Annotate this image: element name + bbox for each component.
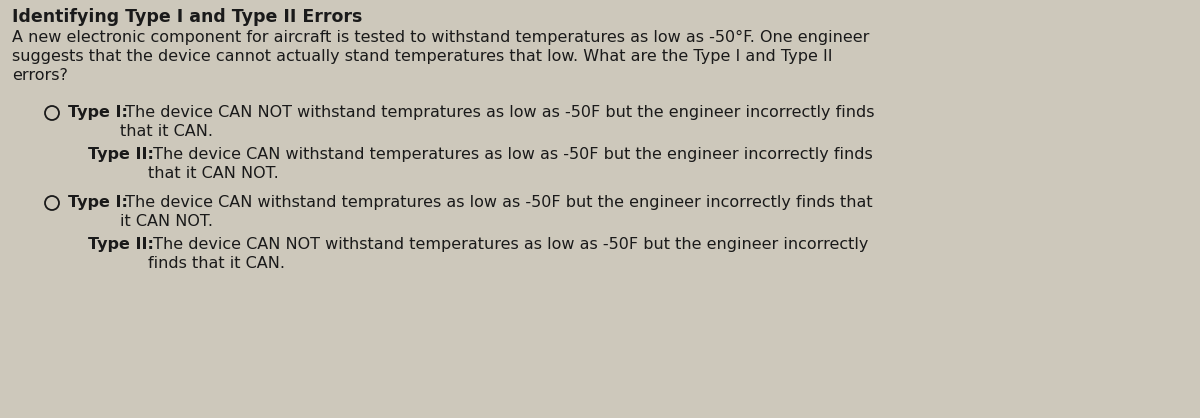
Text: errors?: errors?: [12, 68, 68, 83]
Text: A new electronic component for aircraft is tested to withstand temperatures as l: A new electronic component for aircraft …: [12, 30, 869, 45]
Text: Type I:: Type I:: [68, 105, 128, 120]
Text: The device CAN withstand temperatures as low as -50F but the engineer incorrectl: The device CAN withstand temperatures as…: [148, 147, 872, 162]
Text: finds that it CAN.: finds that it CAN.: [148, 256, 286, 271]
Text: Type II:: Type II:: [88, 147, 154, 162]
Text: Identifying Type I and Type II Errors: Identifying Type I and Type II Errors: [12, 8, 362, 26]
Text: it CAN NOT.: it CAN NOT.: [120, 214, 214, 229]
Text: The device CAN NOT withstand tempratures as low as -50F but the engineer incorre: The device CAN NOT withstand tempratures…: [120, 105, 875, 120]
Text: The device CAN NOT withstand temperatures as low as -50F but the engineer incorr: The device CAN NOT withstand temperature…: [148, 237, 869, 252]
Text: that it CAN NOT.: that it CAN NOT.: [148, 166, 278, 181]
Text: Type II:: Type II:: [88, 237, 154, 252]
Text: The device CAN withstand tempratures as low as -50F but the engineer incorrectly: The device CAN withstand tempratures as …: [120, 195, 872, 210]
Text: suggests that the device cannot actually stand temperatures that low. What are t: suggests that the device cannot actually…: [12, 49, 833, 64]
Text: that it CAN.: that it CAN.: [120, 124, 214, 139]
Text: Type I:: Type I:: [68, 195, 128, 210]
